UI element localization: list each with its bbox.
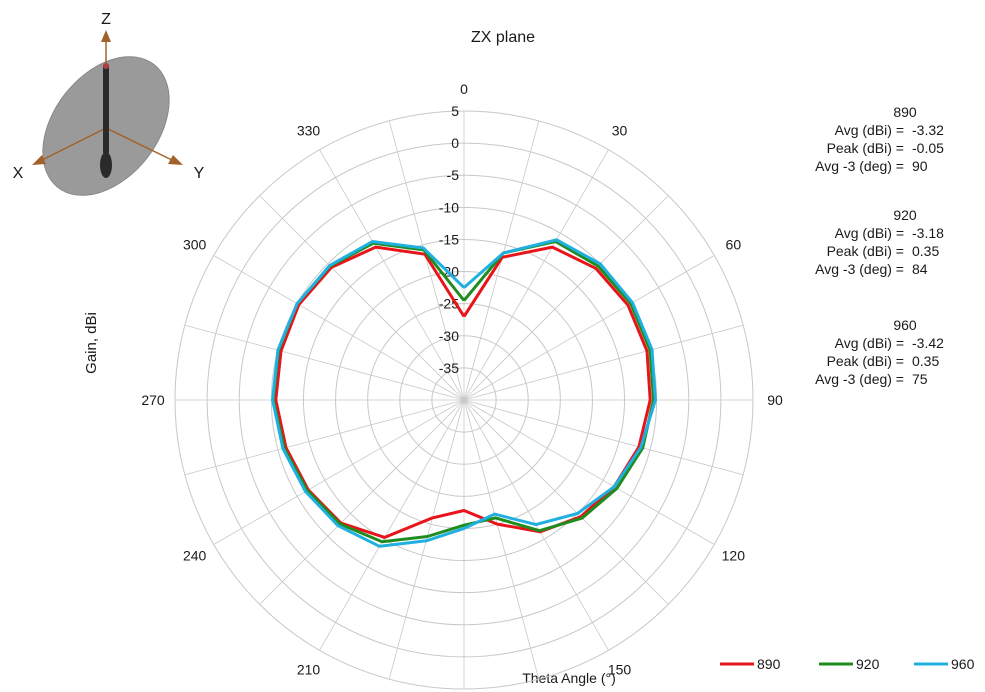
peak-value: 0.35 xyxy=(912,353,940,369)
stats-920: 920 Avg (dBi) = -3.18 Peak (dBi) = 0.35 Av… xyxy=(790,206,960,278)
stats-890: 890 Avg (dBi) = -3.32 Peak (dBi) = -0.05 A… xyxy=(790,103,960,175)
radial-tick--5: -5 xyxy=(447,167,460,183)
bw-value: 75 xyxy=(912,371,928,387)
legend-label-890: 890 xyxy=(757,656,781,672)
angle-tick-60: 60 xyxy=(726,237,742,253)
angle-tick-270: 270 xyxy=(141,392,165,408)
angle-tick-labels: 0306090120150180210240270300330 xyxy=(141,81,783,677)
angle-tick-150: 150 xyxy=(608,661,632,677)
grid-spoke-30 xyxy=(463,149,609,401)
polar-grid xyxy=(174,110,754,690)
legend-label-960: 960 xyxy=(951,656,975,672)
antenna-icon xyxy=(103,64,109,154)
grid-spoke-285 xyxy=(184,324,465,401)
stats-freq: 920 xyxy=(893,207,917,223)
grid-spoke-165 xyxy=(463,399,540,680)
angle-tick-30: 30 xyxy=(612,123,628,139)
series-line-890 xyxy=(274,245,652,539)
angle-tick-330: 330 xyxy=(297,123,321,139)
grid-spoke-210 xyxy=(319,399,465,651)
avg-label: Avg (dBi) = xyxy=(834,225,904,241)
peak-value: 0.35 xyxy=(912,243,940,259)
avg-value: -3.18 xyxy=(912,225,944,241)
grid-spoke-135 xyxy=(463,399,669,605)
radial-tick--10: -10 xyxy=(439,199,459,215)
grid-spoke-315 xyxy=(259,195,465,401)
orientation-icon: Z X Y xyxy=(13,11,205,196)
grid-spoke-330 xyxy=(319,149,465,401)
radial-tick-labels: 50-5-10-15-20-25-30-35 xyxy=(439,103,459,376)
radial-tick--30: -30 xyxy=(439,328,459,344)
z-axis-label: Z xyxy=(101,11,111,28)
bw-label: Avg -3 (deg) = xyxy=(815,158,904,174)
grid-spoke-45 xyxy=(463,195,669,401)
peak-value: -0.05 xyxy=(912,140,944,156)
bw-label: Avg -3 (deg) = xyxy=(815,371,904,387)
grid-spoke-105 xyxy=(463,399,744,476)
legend-item-890: 890 xyxy=(720,656,781,672)
grid-spoke-255 xyxy=(184,399,465,476)
angle-tick-240: 240 xyxy=(183,548,207,564)
angle-tick-0: 0 xyxy=(460,81,468,97)
avg-label: Avg (dBi) = xyxy=(834,122,904,138)
grid-spoke-120 xyxy=(463,399,715,545)
legend-label-920: 920 xyxy=(856,656,880,672)
grid-spoke-240 xyxy=(213,399,465,545)
angle-tick-210: 210 xyxy=(297,661,321,677)
x-axis-label: X xyxy=(13,165,24,182)
y-axis-label: Y xyxy=(194,165,205,182)
legend-item-960: 960 xyxy=(914,656,975,672)
angle-tick-90: 90 xyxy=(767,392,783,408)
grid-spoke-300 xyxy=(213,255,465,401)
stats-freq: 890 xyxy=(893,104,917,120)
stats-960: 960 Avg (dBi) = -3.42 Peak (dBi) = 0.35 Av… xyxy=(790,316,960,388)
grid-spoke-75 xyxy=(463,324,744,401)
grid-spoke-60 xyxy=(463,255,715,401)
bw-value: 90 xyxy=(912,158,928,174)
legend-item-920: 920 xyxy=(819,656,880,672)
peak-label: Peak (dBi) = xyxy=(826,243,904,259)
radial-tick--35: -35 xyxy=(439,360,459,376)
series-line-960 xyxy=(271,238,657,548)
avg-label: Avg (dBi) = xyxy=(834,335,904,351)
peak-label: Peak (dBi) = xyxy=(826,140,904,156)
avg-value: -3.32 xyxy=(912,122,944,138)
chart-title: ZX plane xyxy=(471,29,535,46)
angle-axis-label: Theta Angle (°) xyxy=(522,670,616,686)
radial-tick--15: -15 xyxy=(439,231,459,247)
grid-spoke-225 xyxy=(259,399,465,605)
avg-value: -3.42 xyxy=(912,335,944,351)
grid-spoke-345 xyxy=(388,120,465,401)
legend: 890 920 960 xyxy=(720,656,975,672)
radial-tick-5: 5 xyxy=(451,103,459,119)
angle-tick-120: 120 xyxy=(722,548,746,564)
peak-label: Peak (dBi) = xyxy=(826,353,904,369)
bw-label: Avg -3 (deg) = xyxy=(815,261,904,277)
series-lines xyxy=(271,238,657,548)
bw-value: 84 xyxy=(912,261,928,277)
radial-axis-label: Gain, dBi xyxy=(83,312,100,374)
stats-freq: 960 xyxy=(893,317,917,333)
radial-tick-0: 0 xyxy=(451,135,459,151)
angle-tick-300: 300 xyxy=(183,237,207,253)
